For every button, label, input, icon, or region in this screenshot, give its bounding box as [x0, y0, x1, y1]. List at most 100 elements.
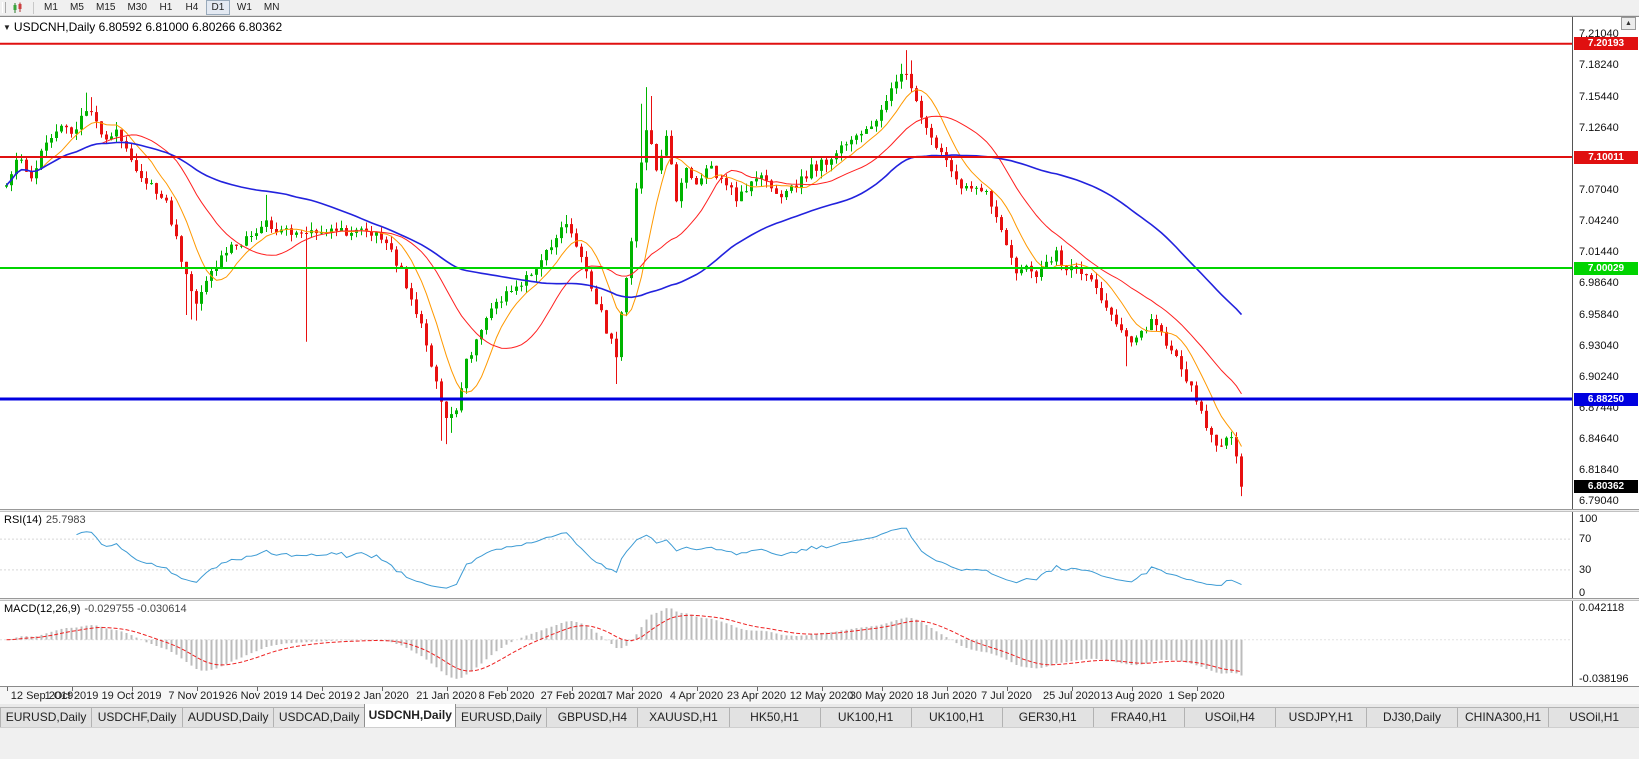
date-tick — [6, 687, 8, 691]
chart-tab-USDCHFDaily[interactable]: USDCHF,Daily — [91, 707, 184, 727]
chart-tab-CHINA300H1[interactable]: CHINA300,H1 — [1457, 707, 1550, 727]
toolbar-grip[interactable] — [2, 2, 6, 13]
timeframe-button-M5[interactable]: M5 — [70, 2, 84, 13]
timeframe-button-H4[interactable]: H4 — [185, 2, 199, 13]
price-axis-label: 6.84640 — [1579, 433, 1619, 446]
date-tick — [381, 687, 383, 691]
price-axis-label: 7.12640 — [1579, 121, 1619, 134]
scroll-up-button[interactable]: ▲ — [1621, 17, 1636, 30]
date-tick — [571, 687, 573, 691]
chart-tab-USDJPYH1[interactable]: USDJPY,H1 — [1274, 707, 1367, 727]
timeframe-toolbar: M1 M5 M15 M30 H1 H4 D1 W1 MN — [0, 0, 1639, 16]
chart-tab-USOilH4[interactable]: USOil,H4 — [1183, 707, 1276, 727]
timeframe-button-M30[interactable]: M30 — [127, 2, 147, 13]
date-tick — [1006, 687, 1008, 691]
chart-tab-AUDUSDDaily[interactable]: AUDUSD,Daily — [182, 707, 275, 727]
chart-tab-DJ30Daily[interactable]: DJ30,Daily — [1365, 707, 1458, 727]
date-axis-label: 12 May 2020 — [789, 690, 854, 702]
macd-axis-label-bottom: -0.038196 — [1579, 673, 1629, 685]
chart-tab-EURUSDDaily[interactable]: EURUSD,Daily — [455, 707, 548, 727]
date-axis[interactable]: 12 Sep 2019 1 Oct 2019 19 Oct 2019 7 Nov 20… — [0, 686, 1639, 704]
chart-type-icon[interactable] — [10, 1, 26, 14]
date-axis-label: 23 Apr 2020 — [726, 690, 787, 702]
price-axis-label: 6.95840 — [1579, 308, 1619, 321]
timeframe-button-M15[interactable]: M15 — [96, 2, 116, 13]
panel-splitter-rsi[interactable] — [0, 509, 1639, 512]
status-bar — [0, 727, 1639, 759]
timeframe-button-M1[interactable]: M1 — [44, 2, 58, 13]
date-axis-label: 19 Oct 2019 — [101, 690, 162, 702]
date-tick — [881, 687, 883, 691]
chart-title: ▼ USDCNH,Daily 6.80592 6.81000 6.80266 6.… — [3, 20, 282, 34]
date-axis-label: 1 Sep 2020 — [1168, 690, 1225, 702]
rsi-indicator-chart[interactable] — [0, 512, 1572, 598]
price-axis-label: 7.04240 — [1579, 215, 1619, 228]
chart-tab-USOilH1[interactable]: USOil,H1 — [1548, 707, 1639, 727]
price-axis-label: 7.01440 — [1579, 246, 1619, 259]
timeframe-button-D1[interactable]: D1 — [205, 0, 230, 15]
rsi-label: RSI(14) 25.7983 — [4, 514, 86, 526]
date-axis-label: 8 Feb 2020 — [478, 690, 535, 702]
macd-label: MACD(12,26,9) -0.029755 -0.030614 — [4, 603, 187, 615]
date-tick — [946, 687, 948, 691]
dropdown-triangle-icon[interactable]: ▼ — [3, 23, 11, 32]
chart-tab-GER30H1[interactable]: GER30,H1 — [1001, 707, 1094, 727]
date-axis-label: 27 Feb 2020 — [540, 690, 603, 702]
date-tick — [196, 687, 198, 691]
price-axis-label: 6.90240 — [1579, 370, 1619, 383]
chart-ohlc-values: 6.80592 6.81000 6.80266 6.80362 — [98, 20, 283, 34]
rsi-axis-label: 100 — [1579, 513, 1598, 525]
timeframe-button-MN[interactable]: MN — [263, 2, 280, 13]
chart-tab-FRA40H1[interactable]: FRA40,H1 — [1092, 707, 1185, 727]
chart-window: ▼ USDCNH,Daily 6.80592 6.81000 6.80266 6.… — [0, 16, 1639, 704]
main-price-chart[interactable] — [0, 17, 1572, 509]
chart-tab-EURUSDDaily[interactable]: EURUSD,Daily — [0, 707, 93, 727]
date-axis-label: 21 Jan 2020 — [416, 690, 477, 702]
price-level-badge: 7.10011 — [1574, 150, 1638, 164]
current-price-badge: 6.80362 — [1574, 480, 1638, 494]
date-tick — [1196, 687, 1198, 691]
date-axis-label: 4 Apr 2020 — [669, 690, 724, 702]
date-tick — [131, 687, 133, 691]
price-level-badge: 7.20193 — [1574, 37, 1638, 51]
rsi-axis-label: 70 — [1579, 533, 1592, 546]
macd-indicator-chart[interactable] — [0, 601, 1572, 686]
chart-tab-UK100H1[interactable]: UK100,H1 — [910, 707, 1003, 727]
date-axis-label: 18 Jun 2020 — [916, 690, 977, 702]
price-axis-label: 6.81840 — [1579, 464, 1619, 477]
chart-tab-USDCNHDaily[interactable]: USDCNH,Daily — [364, 703, 457, 727]
price-axis[interactable]: 7.210407.182407.154407.126407.098407.070… — [1572, 17, 1639, 686]
chart-tab-HK50H1[interactable]: HK50,H1 — [728, 707, 821, 727]
price-axis-label: 6.93040 — [1579, 339, 1619, 352]
chart-tab-UK100H1[interactable]: UK100,H1 — [819, 707, 912, 727]
rsi-value: 25.7983 — [45, 514, 86, 526]
price-axis-label: 6.79040 — [1579, 495, 1619, 508]
price-axis-label: 7.07040 — [1579, 184, 1619, 197]
price-axis-label: 6.98640 — [1579, 277, 1619, 290]
chart-symbol-period: USDCNH,Daily — [13, 20, 96, 34]
macd-values: -0.029755 -0.030614 — [84, 603, 187, 615]
candlestick-glyph — [13, 2, 22, 13]
timeframe-button-H1[interactable]: H1 — [159, 2, 173, 13]
date-tick — [631, 687, 633, 691]
chart-tab-USDCADDaily[interactable]: USDCAD,Daily — [273, 707, 366, 727]
chart-tab-GBPUSDH4[interactable]: GBPUSD,H4 — [546, 707, 639, 727]
chart-tab-XAUUSDH1[interactable]: XAUUSD,H1 — [637, 707, 730, 727]
price-level-badge: 6.88250 — [1574, 392, 1638, 406]
panel-splitter-macd[interactable] — [0, 598, 1639, 601]
chart-tab-bar: EURUSD,Daily USDCHF,Daily AUDUSD,Daily USDC… — [0, 703, 1639, 727]
price-axis-label: 7.15440 — [1579, 90, 1619, 103]
rsi-axis-label: 30 — [1579, 563, 1592, 576]
date-axis-label: 7 Jul 2020 — [981, 690, 1032, 702]
date-tick — [756, 687, 758, 691]
timeframe-button-W1[interactable]: W1 — [236, 2, 252, 13]
date-tick — [446, 687, 448, 691]
toolbar-separator — [33, 1, 34, 14]
date-tick — [256, 687, 258, 691]
date-tick — [506, 687, 508, 691]
date-tick — [1071, 687, 1073, 691]
date-axis-label: 7 Nov 2019 — [168, 690, 225, 702]
date-tick — [696, 687, 698, 691]
timeframe-buttons-group: M1 M5 M15 M30 H1 H4 D1 W1 MN — [38, 0, 285, 15]
